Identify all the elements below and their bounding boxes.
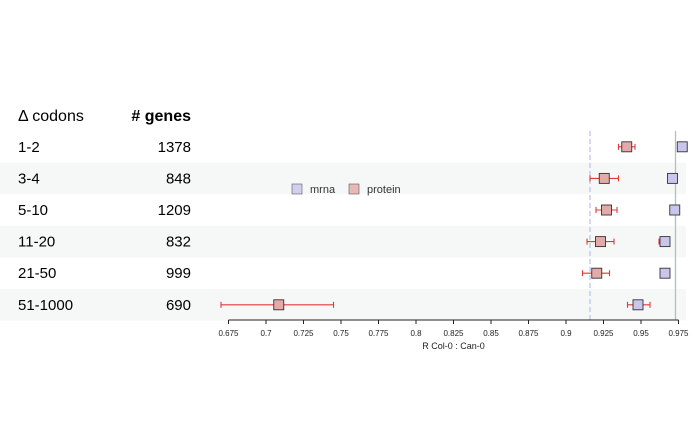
codons-cell: 21-50 bbox=[18, 265, 56, 282]
x-tick-label: 0.95 bbox=[633, 329, 649, 338]
genes-cell: 999 bbox=[166, 265, 191, 282]
protein-legend-swatch bbox=[348, 183, 360, 195]
table-body: 1-2 1378 3-4 848 5-10 1209 11-20 832 21-50 999 51-… bbox=[18, 139, 191, 314]
row-stripe bbox=[0, 225, 686, 258]
codons-cell: 51-1000 bbox=[18, 297, 73, 314]
mrna-point bbox=[632, 299, 644, 311]
x-tick-label: 0.775 bbox=[368, 329, 389, 338]
genes-cell: 690 bbox=[166, 297, 191, 314]
x-axis-label: R Col-0 : Can-0 bbox=[422, 341, 485, 351]
x-tick-label: 0.975 bbox=[668, 329, 689, 338]
genes-cell: 1209 bbox=[158, 202, 191, 219]
x-axis: 0.675 0.7 0.725 0.75 0.775 0.8 0.825 0.85 0.875 0… bbox=[218, 319, 689, 338]
x-tick-label: 0.85 bbox=[483, 329, 499, 338]
x-tick-label: 0.725 bbox=[293, 329, 314, 338]
x-tick-label: 0.8 bbox=[410, 329, 422, 338]
codons-cell: 3-4 bbox=[18, 170, 40, 187]
row-stripe bbox=[0, 162, 686, 195]
protein-point bbox=[598, 172, 610, 184]
protein-point bbox=[591, 267, 603, 279]
mrna-point bbox=[659, 267, 671, 279]
codons-cell: 11-20 bbox=[18, 234, 55, 251]
x-tick-label: 0.75 bbox=[333, 329, 349, 338]
legend: mrna protein bbox=[291, 183, 401, 196]
x-tick-label: 0.875 bbox=[518, 329, 539, 338]
data-points bbox=[273, 141, 688, 311]
header-genes: # genes bbox=[131, 108, 191, 125]
genes-cell: 1378 bbox=[158, 139, 191, 156]
protein-legend-label: protein bbox=[367, 184, 401, 196]
mrna-point bbox=[669, 204, 681, 216]
protein-point bbox=[273, 299, 285, 311]
mrna-point bbox=[659, 236, 671, 248]
row-stripe bbox=[0, 289, 686, 321]
protein-point bbox=[621, 141, 633, 153]
x-tick-label: 0.9 bbox=[560, 329, 572, 338]
protein-point bbox=[595, 236, 606, 248]
mrna-point bbox=[676, 141, 688, 153]
x-tick-label: 0.825 bbox=[443, 329, 464, 338]
genes-cell: 848 bbox=[166, 170, 191, 187]
genes-cell: 832 bbox=[166, 234, 191, 251]
x-tick-label: 0.925 bbox=[593, 329, 614, 338]
reference-lines bbox=[589, 131, 677, 320]
mrna-legend-label: mrna bbox=[310, 184, 336, 196]
header-codons: Δ codons bbox=[18, 108, 84, 125]
mrna-point bbox=[667, 172, 678, 184]
codons-cell: 5-10 bbox=[18, 202, 48, 219]
codons-cell: 1-2 bbox=[18, 139, 40, 156]
mrna-legend-swatch bbox=[291, 183, 303, 195]
x-tick-label: 0.675 bbox=[218, 329, 239, 338]
row-stripes bbox=[0, 162, 686, 321]
x-tick-label: 0.7 bbox=[260, 329, 272, 338]
protein-point bbox=[601, 204, 612, 216]
